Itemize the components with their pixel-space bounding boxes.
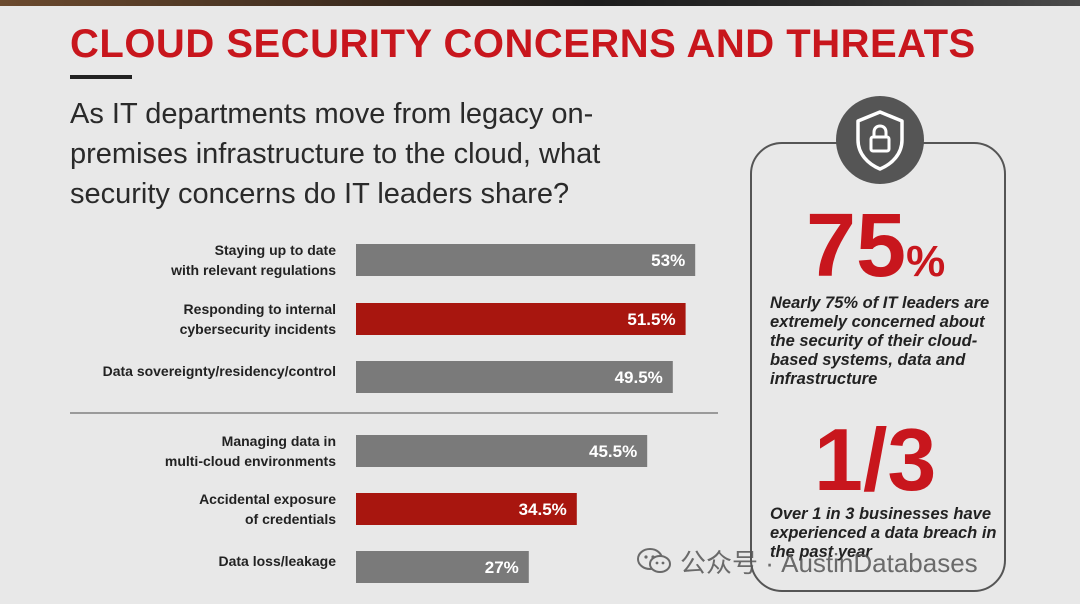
bar-value-label: 45.5% bbox=[589, 442, 637, 461]
bar-value-label: 51.5% bbox=[627, 310, 675, 329]
page-title: CLOUD SECURITY CONCERNS AND THREATS bbox=[70, 22, 976, 66]
chart-divider bbox=[70, 412, 718, 414]
concerns-bar-chart: 53% 51.5% 49.5% 45.5% 34.5% 27% Staying up to… bbox=[36, 240, 696, 583]
bar-value-label: 49.5% bbox=[615, 368, 663, 387]
watermark-text: 公众号 · AustinDatabases bbox=[680, 547, 978, 578]
bar bbox=[356, 361, 673, 393]
stat-one-third: 1/3 bbox=[814, 410, 937, 509]
shield-lock-icon bbox=[836, 96, 924, 184]
category-label-line: Accidental exposure bbox=[199, 491, 336, 507]
watermark: 公众号 · AustinDatabases bbox=[636, 546, 978, 578]
stat-card bbox=[750, 142, 1006, 592]
category-label-line: Staying up to date bbox=[214, 242, 336, 258]
bar bbox=[356, 551, 529, 583]
wechat-icon bbox=[637, 548, 671, 573]
category-label-line: Data loss/leakage bbox=[218, 553, 336, 569]
stat-75-value: 75 bbox=[806, 196, 907, 296]
stat-75-description: Nearly 75% of IT leaders are extremely c… bbox=[770, 294, 990, 388]
stat-75-unit: % bbox=[906, 237, 946, 286]
category-label-line: Managing data in bbox=[221, 433, 336, 449]
bar bbox=[356, 244, 696, 276]
bar-value-label: 53% bbox=[651, 251, 685, 270]
category-label-line: Data sovereignty/residency/control bbox=[102, 363, 336, 379]
stat-75-percent: 75% bbox=[806, 196, 945, 312]
bar bbox=[356, 493, 577, 525]
category-label: Responding to internal cybersecurity inci… bbox=[36, 299, 336, 339]
header-image-strip bbox=[0, 0, 1080, 6]
category-label-line: of credentials bbox=[244, 511, 336, 527]
category-label: Managing data in multi-cloud environments bbox=[36, 431, 336, 471]
category-label-line: with relevant regulations bbox=[171, 262, 336, 278]
category-label: Data loss/leakage bbox=[36, 551, 336, 571]
category-label: Accidental exposure of credentials bbox=[36, 489, 336, 529]
bar-value-label: 34.5% bbox=[519, 500, 567, 519]
title-underline bbox=[70, 75, 132, 79]
category-label: Staying up to date with relevant regulati… bbox=[36, 240, 336, 280]
bar bbox=[356, 435, 648, 467]
category-label-line: Responding to internal bbox=[183, 301, 336, 317]
bar-value-label: 27% bbox=[485, 558, 519, 577]
stat-one-third-description: Over 1 in 3 businesses have experienced … bbox=[770, 505, 997, 561]
question-text: As IT departments move from legacy on-pr… bbox=[70, 98, 601, 210]
category-label-line: cybersecurity incidents bbox=[179, 321, 336, 337]
chart-svg: 53% 51.5% 49.5% 45.5% 34.5% 27% bbox=[356, 244, 696, 583]
bar bbox=[356, 303, 686, 335]
category-label-line: multi-cloud environments bbox=[164, 453, 336, 469]
category-label: Data sovereignty/residency/control bbox=[36, 361, 336, 381]
